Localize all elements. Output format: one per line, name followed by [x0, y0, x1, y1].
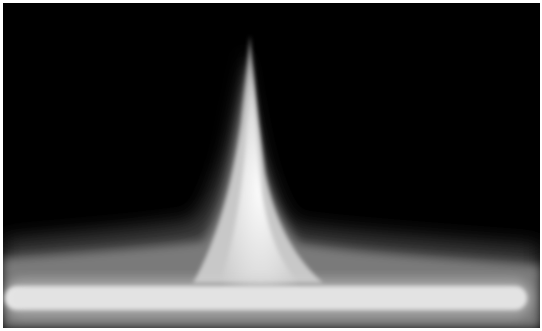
- dark-sky: [3, 3, 540, 208]
- photograph: [3, 3, 540, 328]
- glow-scene: [3, 3, 540, 328]
